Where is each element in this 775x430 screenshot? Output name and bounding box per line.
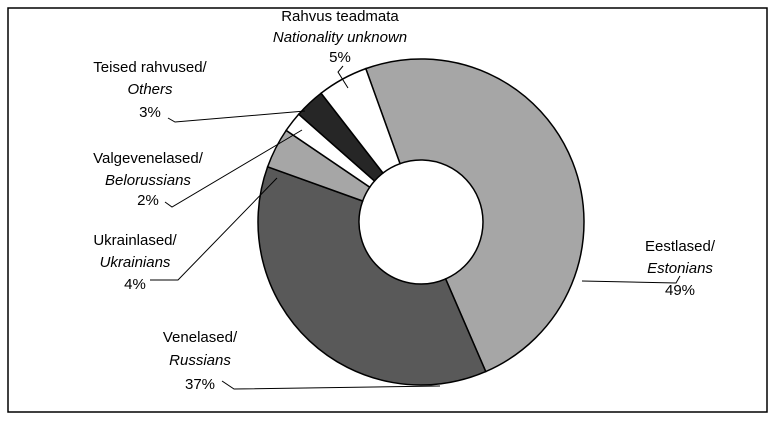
donut-slice [257, 165, 487, 386]
label-et: Venelased/ [163, 329, 238, 346]
label-et: Teised rahvused/ [93, 59, 207, 76]
label-et: Rahvus teadmata [281, 8, 399, 25]
leader-line [167, 110, 306, 123]
value-label: 2% [137, 192, 159, 209]
label-et: Valgevenelased/ [93, 150, 204, 167]
leader-line [150, 177, 278, 281]
label-en: Ukrainians [100, 254, 171, 271]
label-en: Belorussians [105, 172, 191, 189]
label-et: Ukrainlased/ [93, 232, 177, 249]
donut-slice [320, 67, 401, 175]
donut-slice [364, 58, 585, 373]
value-label: 37% [185, 376, 215, 393]
leader-line [221, 380, 441, 390]
leader-line [581, 275, 681, 284]
value-label: 49% [665, 282, 695, 299]
label-en: Nationality unknown [273, 29, 407, 46]
value-label: 5% [329, 49, 351, 66]
leader-line [164, 129, 303, 208]
value-label: 4% [124, 276, 146, 293]
label-en: Russians [169, 352, 231, 369]
label-en: Estonians [647, 260, 713, 277]
leader-line [337, 65, 349, 89]
label-en: Others [127, 81, 173, 98]
value-label: 3% [139, 104, 161, 121]
label-et: Eestlased/ [645, 238, 716, 255]
